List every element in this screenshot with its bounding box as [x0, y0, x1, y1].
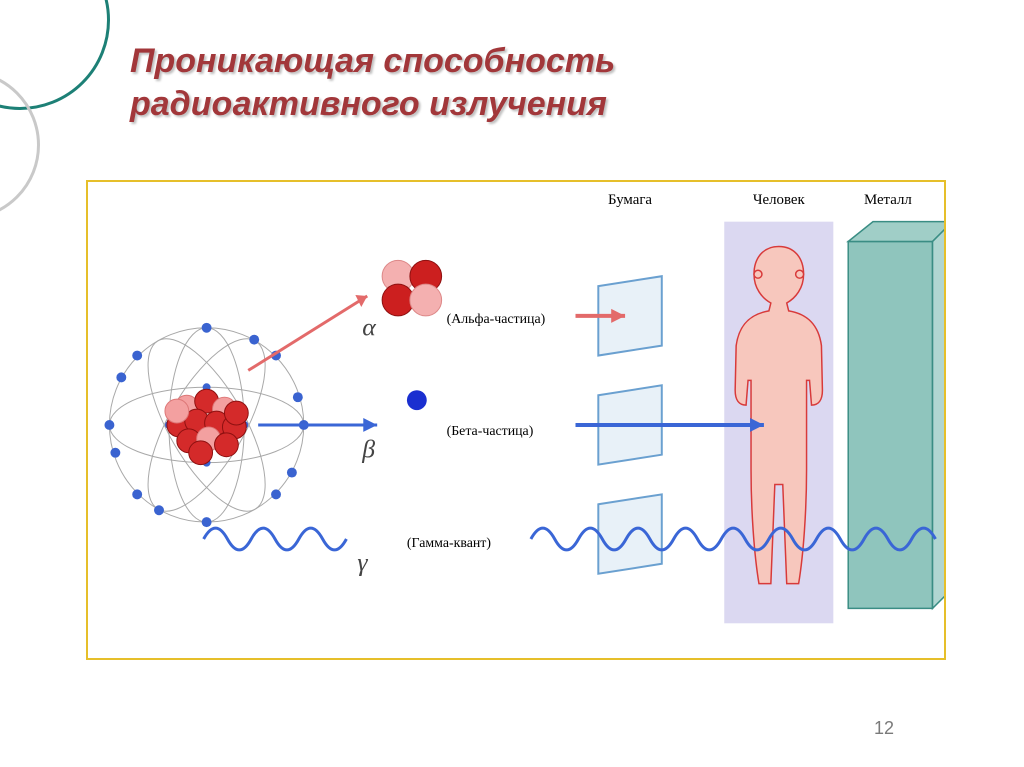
beta-label: (Бета-частица)	[447, 424, 534, 439]
alpha-symbol: α	[362, 313, 376, 342]
beta-symbol: β	[361, 435, 375, 464]
barrier-human	[724, 222, 833, 624]
title-line-2: радиоактивного излучения	[130, 85, 607, 123]
diagram-frame: Бумага Человек Металл	[86, 180, 946, 660]
title-line-1: Проникающая способность	[130, 42, 615, 80]
label-paper: Бумага	[608, 192, 652, 208]
gamma-label: (Гамма-квант)	[407, 536, 491, 551]
radiation-diagram: Бумага Человек Металл	[88, 182, 944, 658]
label-metal: Металл	[864, 192, 912, 208]
row-alpha: α (Альфа-частица)	[248, 260, 625, 370]
label-human: Человек	[753, 192, 806, 208]
alpha-label: (Альфа-частица)	[447, 312, 546, 327]
slide-number: 12	[874, 718, 894, 739]
slide-title: Проникающая способность радиоактивного и…	[130, 40, 830, 125]
gamma-symbol: γ	[357, 548, 368, 577]
row-beta: β (Бета-частица)	[258, 390, 764, 463]
